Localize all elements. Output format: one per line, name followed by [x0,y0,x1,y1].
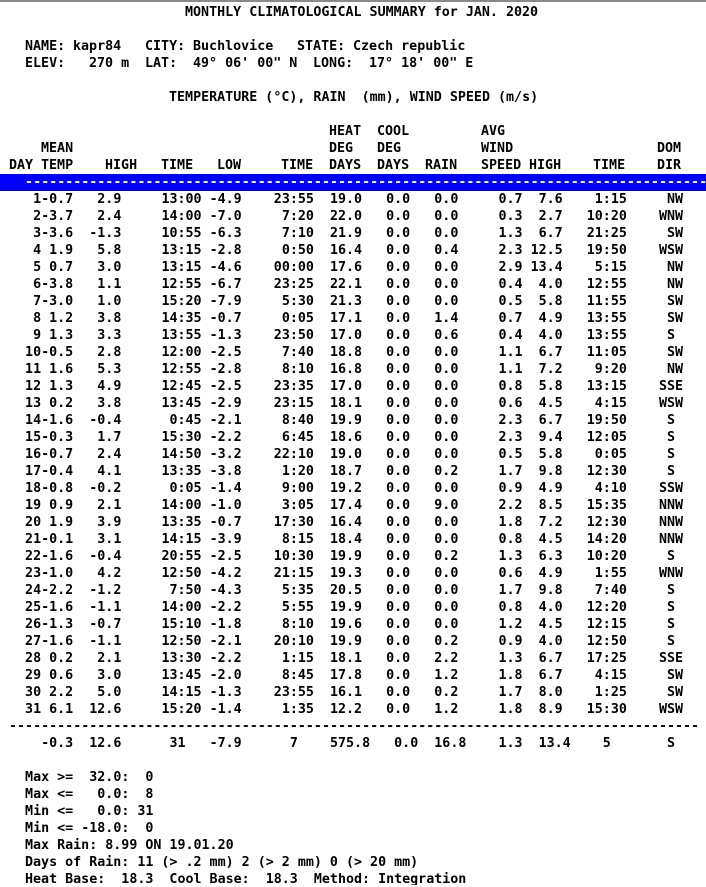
blank-line [0,752,706,769]
table-row: 14-1.6 -0.4 0:45 -2.1 8:40 19.9 0.0 0.0 … [9,413,676,428]
table-row: 22-1.6 -0.4 20:55 -2.5 10:30 19.9 0.0 0.… [9,549,676,564]
table-row: 3-3.6 -1.3 10:55 -6.3 7:10 21.9 0.0 0.0 … [9,226,684,241]
heat-cool-base-line: Heat Base: 18.3 Cool Base: 18.3 Method: … [25,872,467,885]
column-header: TIME [281,158,314,173]
station-lat-value: 49° 06' 00" N [193,56,298,71]
max-rain-line: Max Rain: 8.99 ON 19.01.20 [25,838,234,853]
threshold-count-line: Min <= 0.0: 31 [9,804,154,819]
table-row: 8 1.2 3.8 14:35 -0.7 0:05 17.1 0.0 1.4 0… [9,311,684,326]
table-row: 15-0.3 1.7 15:30 -2.2 6:45 18.6 0.0 0.0 … [9,430,676,445]
station-state-label: STATE: [297,39,346,54]
blank-line [0,72,706,89]
table-row: 19 0.9 2.1 14:00 -1.0 3:05 17.4 0.0 9.0 … [9,498,684,513]
station-state-value: Czech republic [353,39,466,54]
days-of-rain-line: Days of Rain: 11 (> .2 mm) 2 (> 2 mm) 0 … [25,855,419,870]
blank-line [0,21,706,38]
table-row: 18-0.8 -0.2 0:05 -1.4 9:00 19.2 0.0 0.0 … [9,481,684,496]
station-name-label: NAME: [25,39,66,54]
table-row: 21-0.1 3.1 14:15 -3.9 8:15 18.4 0.0 0.0 … [9,532,684,547]
table-row: 29 0.6 3.0 13:45 -2.0 8:45 17.8 0.0 1.2 … [9,668,684,683]
station-city-value: Buchlovice [193,39,274,54]
column-header: DEG [329,141,354,156]
station-geo-line: ELEV: 270 m LAT: 49° 06' 00" N LONG: 17°… [0,55,706,72]
table-header: HEAT COOL AVG MEAN DEG DEG WIND DOM DAY TEMP HIGH T… [0,123,706,174]
station-name-value: kapr84 [73,39,122,54]
column-header: DAYS [329,158,362,173]
table-row: 6-3.8 1.1 12:55 -6.7 23:25 22.1 0.0 0.0 … [9,277,684,292]
column-header: WIND [481,141,514,156]
table-row: 28 0.2 2.1 13:30 -2.2 1:15 18.1 0.0 2.2 … [9,651,684,666]
table-row: 12 1.3 4.9 12:45 -2.5 23:35 17.0 0.0 0.0… [9,379,684,394]
table-row: 27-1.6 -1.1 12:50 -2.1 20:10 19.9 0.0 0.… [9,634,676,649]
footer-statistics: Max >= 32.0: 0 Max <= 0.0: 8 Min <= 0.0:… [0,769,706,885]
table-row: 20 1.9 3.9 13:35 -0.7 17:30 16.4 0.0 0.0… [9,515,684,530]
column-header: HIGH [529,158,562,173]
table-row: 25-1.6 -1.1 14:00 -2.2 5:55 19.9 0.0 0.0… [9,600,676,615]
table-row: 16-0.7 2.4 14:50 -3.2 22:10 19.0 0.0 0.0… [9,447,676,462]
selected-separator-row[interactable]: ----------------------------------------… [0,174,706,191]
column-header: COOL [377,124,410,139]
threshold-count-line: Max <= 0.0: 8 [9,787,154,802]
table-row: 24-2.2 -1.2 7:50 -4.3 5:35 20.5 0.0 0.0 … [9,583,676,598]
station-long-value: 17° 18' 00" E [369,56,474,71]
table-body: 1-0.7 2.9 13:00 -4.9 23:55 19.0 0.0 0.0 … [0,191,706,718]
table-row: 17-0.4 4.1 13:35 -3.8 1:20 18.7 0.0 0.2 … [9,464,676,479]
column-header: DAY [9,158,34,173]
column-header: TEMP [41,158,74,173]
column-header: DAYS [377,158,410,173]
table-row: 1-0.7 2.9 13:00 -4.9 23:55 19.0 0.0 0.0 … [9,192,684,207]
table-row: 30 2.2 5.0 14:15 -1.3 23:55 16.1 0.0 0.2… [9,685,684,700]
table-header-line: DAY TEMP HIGH TIME LOW TIME DAYS DAYS RAIN SPEED H… [0,157,706,174]
table-row: 26-1.3 -0.7 15:10 -1.8 8:10 19.6 0.0 0.0… [9,617,676,632]
column-header: TIME [593,158,626,173]
threshold-count-line: Min <= -18.0: 0 [9,821,154,836]
column-header: HEAT [329,124,362,139]
table-row: 11 1.6 5.3 12:55 -2.8 8:10 16.8 0.0 0.0 … [9,362,684,377]
table-row: 5 0.7 3.0 13:15 -4.6 00:00 17.6 0.0 0.0 … [9,260,684,275]
station-elev-label: ELEV: [25,56,66,71]
table-header-line: MEAN DEG DEG WIND DOM [0,140,706,157]
column-header: TIME [161,158,194,173]
column-header: DEG [377,141,402,156]
threshold-count-line: Max >= 32.0: 0 [9,770,154,785]
column-header: DOM [657,141,682,156]
table-header-line: HEAT COOL AVG [0,123,706,140]
table-row: 7-3.0 1.0 15:20 -7.9 5:30 21.3 0.0 0.0 0… [9,294,684,309]
table-row: 9 1.3 3.3 13:55 -1.3 23:50 17.0 0.0 0.6 … [9,328,676,343]
column-header: SPEED [481,158,522,173]
column-header: LOW [217,158,242,173]
station-long-label: LONG: [313,56,354,71]
table-row: 4 1.9 5.8 13:15 -2.8 0:50 16.4 0.0 0.4 2… [9,243,684,258]
blank-line [0,106,706,123]
column-header: MEAN [41,141,74,156]
column-header: RAIN [425,158,458,173]
units-line: TEMPERATURE (°C), RAIN (mm), WIND SPEED … [169,90,539,105]
column-header: HIGH [105,158,138,173]
page-title: MONTHLY CLIMATOLOGICAL SUMMARY for JAN. … [185,5,539,20]
table-row: 13 0.2 3.8 13:45 -2.9 23:15 18.1 0.0 0.0… [9,396,684,411]
table-separator: ----------------------------------------… [9,719,700,734]
station-info-line: NAME: kapr84 CITY: Buchlovice STATE: Cze… [0,38,706,55]
table-row: 2-3.7 2.4 14:00 -7.0 7:20 22.0 0.0 0.0 0… [9,209,684,224]
station-lat-label: LAT: [145,56,178,71]
station-city-label: CITY: [145,39,186,54]
column-header: AVG [481,124,506,139]
table-row: 10-0.5 2.8 12:00 -2.5 7:40 18.8 0.0 0.0 … [9,345,684,360]
table-row: 31 6.1 12.6 15:20 -1.4 1:35 12.2 0.0 1.2… [9,702,684,717]
column-header: DIR [657,158,682,173]
summary-row: -0.3 12.6 31 -7.9 7 575.8 0.0 16.8 1.3 1… [9,736,676,751]
station-elev-value: 270 m [89,56,130,71]
table-row: 23-1.0 4.2 12:50 -4.2 21:15 19.3 0.0 0.0… [9,566,684,581]
